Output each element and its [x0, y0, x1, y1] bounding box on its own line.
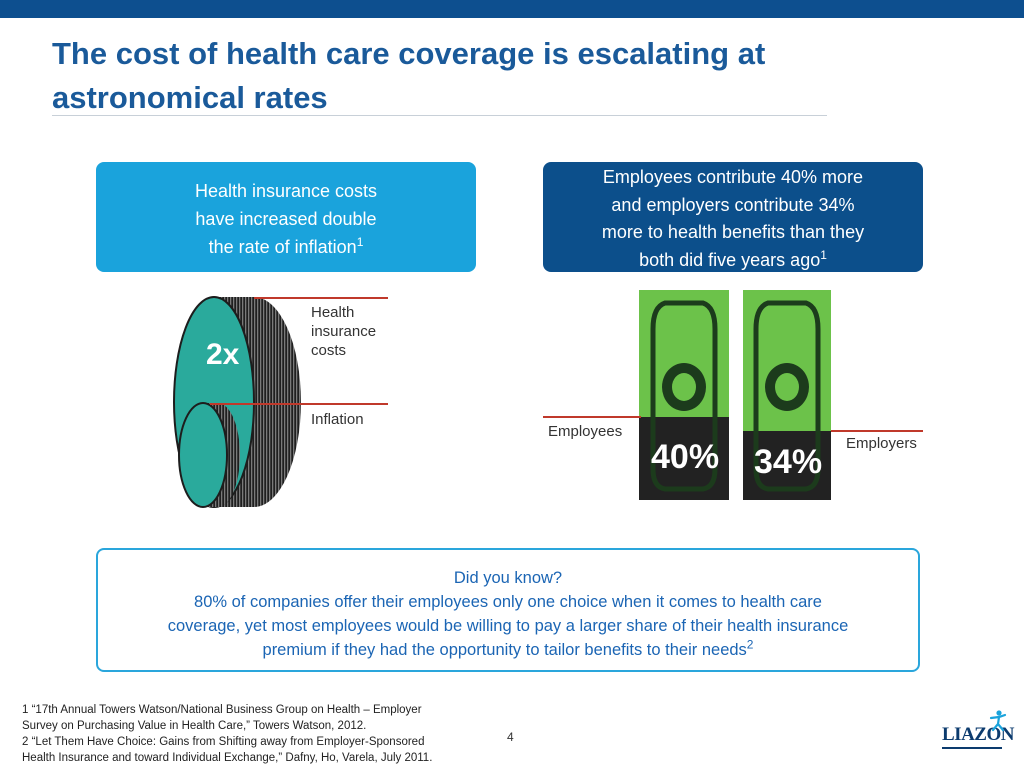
slide-title: The cost of health care coverage is esca… [52, 32, 852, 120]
callout-line: and employers contribute 34% [611, 194, 855, 215]
label-line: costs [311, 342, 347, 359]
callout-line: have increased double [195, 209, 377, 229]
small-coin-face [178, 402, 228, 508]
page-number: 4 [507, 730, 514, 744]
did-you-know-line: coverage, yet most employees would be wi… [167, 617, 849, 635]
footnotes: 1 “17th Annual Towers Watson/National Bu… [22, 702, 502, 766]
footnote-ref: 1 [820, 247, 827, 262]
did-you-know-line: premium if they had the opportunity to t… [98, 638, 918, 662]
person-figure-icon [989, 710, 1007, 732]
footnote-line: Survey on Purchasing Value in Health Car… [22, 720, 367, 732]
footnote-line: 2 “Let Them Have Choice: Gains from Shif… [22, 736, 425, 748]
health-insurance-costs-label: Health insurance costs [311, 303, 401, 360]
callout-line: the rate of inflation1 [96, 233, 476, 261]
logo-wordmark: LIAZON [942, 724, 1014, 745]
did-you-know-box: Did you know? 80% of companies offer the… [96, 548, 920, 672]
employees-bill-portrait-inner [672, 373, 696, 401]
employers-percentage: 34% [754, 443, 823, 481]
label-line: insurance [311, 323, 377, 340]
footnote-ref: 1 [356, 235, 364, 249]
inflation-label: Inflation [311, 411, 364, 428]
did-you-know-line: 80% of companies offer their employees o… [194, 593, 822, 611]
title-divider [52, 115, 827, 116]
logo-underline [942, 747, 1002, 749]
callout-line-text: the rate of inflation [208, 237, 357, 257]
contributions-callout: Employees contribute 40% more and employ… [543, 162, 923, 272]
employees-label: Employees [548, 423, 623, 440]
label-line: Health [311, 304, 355, 321]
multiplier-label: 2x [206, 338, 240, 371]
employers-bill-portrait-inner [775, 373, 799, 401]
footnote-ref: 2 [746, 637, 754, 652]
employers-bill-frame [753, 300, 821, 492]
did-you-know-line-text: premium if they had the opportunity to t… [262, 641, 747, 659]
slide-title-line-1: The cost of health care coverage is esca… [52, 36, 766, 71]
employees-percentage: 40% [651, 438, 720, 476]
did-you-know-heading: Did you know? [453, 569, 563, 587]
callout-line-text: both did five years ago [639, 249, 821, 270]
insurance-costs-callout: Health insurance costs have increased do… [96, 162, 476, 272]
top-accent-bar [0, 0, 1024, 18]
callout-line: Health insurance costs [194, 181, 378, 201]
callout-line: both did five years ago1 [543, 247, 923, 275]
callout-line: more to health benefits than they [601, 222, 865, 242]
liazon-logo: LIAZON [940, 710, 1014, 750]
dollar-bills-illustration [543, 290, 923, 500]
footnote-line: Health Insurance and toward Individual E… [22, 752, 433, 764]
employees-bill-frame [650, 300, 718, 492]
coin-comparison-illustration [173, 296, 388, 508]
callout-line: Employees contribute 40% more [602, 167, 864, 187]
slide-title-line-2: astronomical rates [52, 80, 328, 115]
footnote-line: 1 “17th Annual Towers Watson/National Bu… [22, 704, 422, 716]
employers-label: Employers [846, 435, 917, 452]
